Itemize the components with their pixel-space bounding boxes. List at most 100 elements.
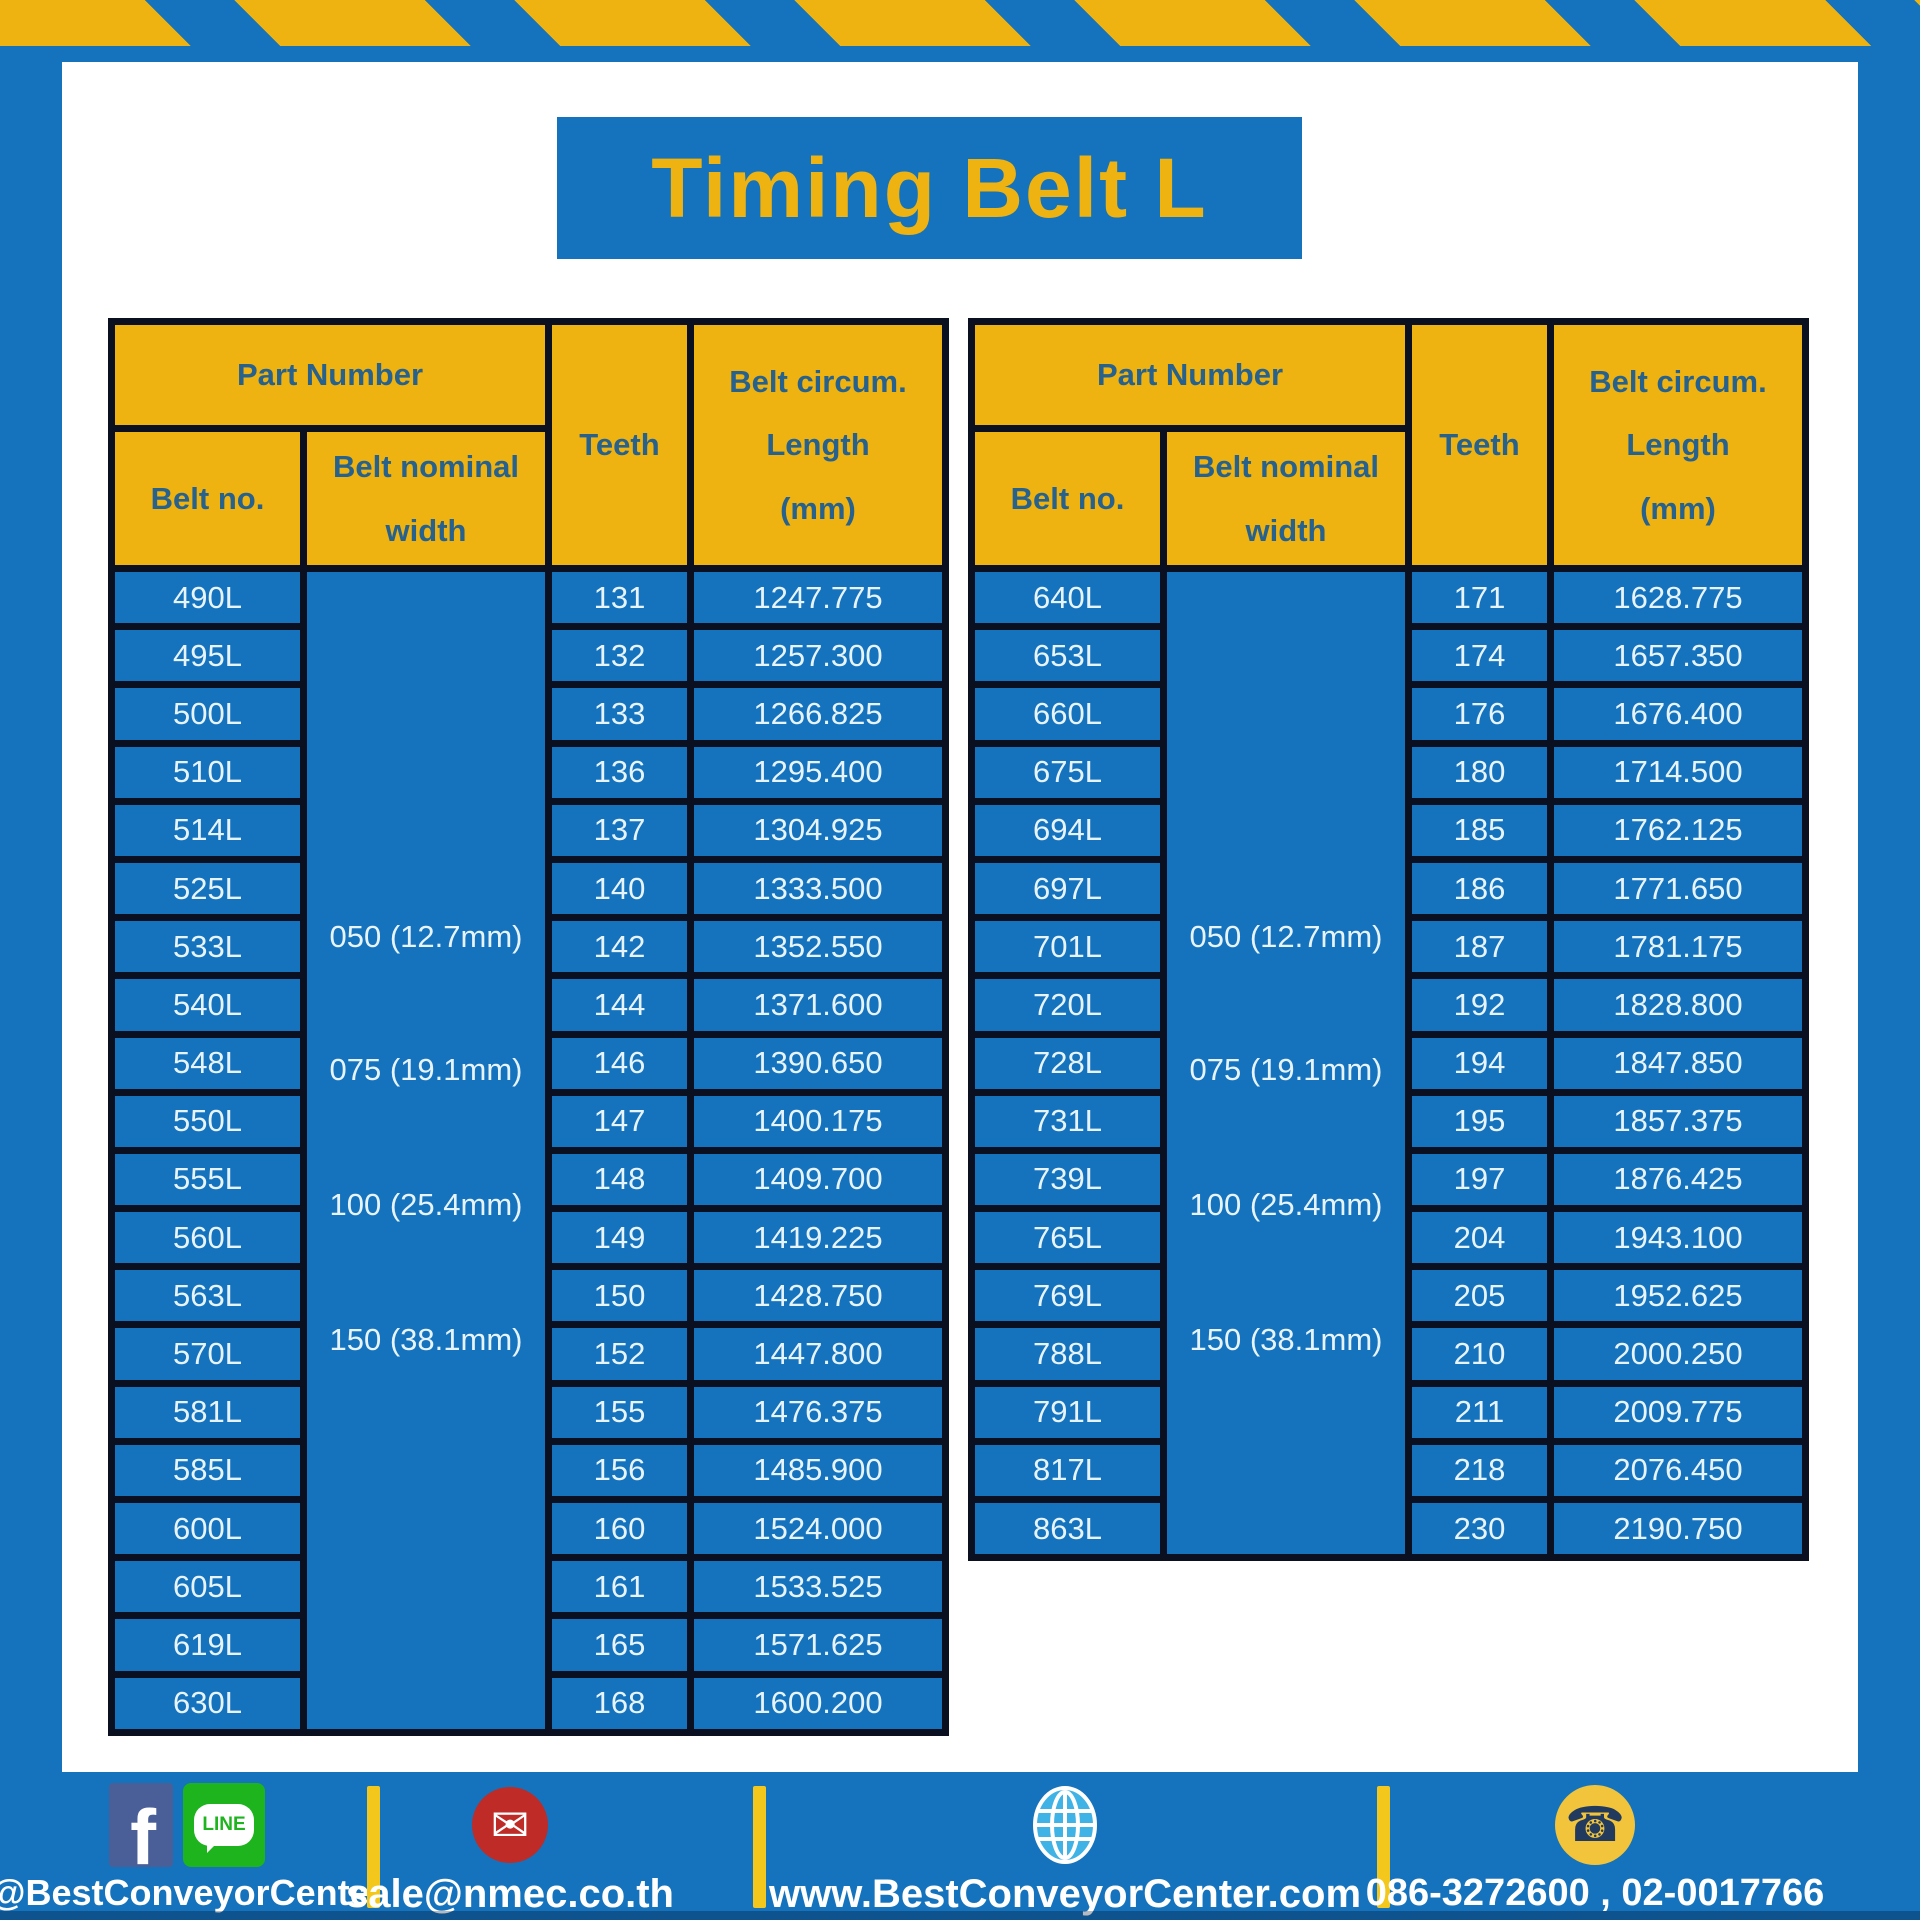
length-cell: 1600.200	[694, 1677, 942, 1729]
belt-no-header: Belt no.	[975, 432, 1160, 565]
email-icon[interactable]	[472, 1787, 548, 1863]
width-label: 050 (12.7mm)	[329, 919, 523, 954]
belt-no-cell: 653L	[975, 630, 1160, 682]
length-cell: 1247.775	[694, 572, 942, 624]
belt-no-cell: 581L	[115, 1386, 300, 1438]
length-cell: 1419.225	[694, 1212, 942, 1264]
belt-no-cell: 739L	[975, 1153, 1160, 1206]
length-cell: 1657.350	[1554, 630, 1802, 682]
belt-width-header: Belt nominal width	[307, 432, 545, 565]
width-label: 050 (12.7mm)	[1189, 919, 1383, 954]
width-label: 150 (38.1mm)	[329, 1322, 523, 1357]
teeth-cell: 195	[1412, 1095, 1547, 1147]
teeth-cell: 140	[552, 862, 687, 915]
email-group: sale@nmec.co.th	[330, 1782, 690, 1917]
length-cell: 1304.925	[694, 804, 942, 856]
belt-no-cell: 555L	[115, 1153, 300, 1206]
website-url[interactable]: www.BestConveyorCenter.com	[769, 1872, 1362, 1916]
length-cell: 1485.900	[694, 1444, 942, 1496]
social-handle[interactable]: @BestConveyorCenter	[0, 1872, 384, 1913]
length-cell: 1352.550	[694, 921, 942, 973]
teeth-cell: 160	[552, 1503, 687, 1555]
right-border	[1858, 62, 1920, 1772]
teeth-cell: 230	[1412, 1503, 1547, 1555]
teeth-cell: 136	[552, 746, 687, 798]
length-cell: 1447.800	[694, 1328, 942, 1380]
belt-no-cell: 550L	[115, 1095, 300, 1147]
title-banner: Timing Belt L	[557, 117, 1302, 259]
length-cell: 1628.775	[1554, 572, 1802, 624]
spec-table-right: Part Number Teeth Belt circum. Length (mm) Be…	[968, 318, 1809, 1562]
length-cell: 1428.750	[694, 1270, 942, 1322]
phone-group: 086-3272600 , 02-0017766	[1366, 1782, 1824, 1915]
belt-no-cell: 605L	[115, 1561, 300, 1613]
footer-bar: LINE @BestConveyorCenter sale@nmec.co.th	[0, 1772, 1920, 1920]
belt-no-cell: 817L	[975, 1444, 1160, 1496]
teeth-cell: 156	[552, 1444, 687, 1496]
teeth-cell: 210	[1412, 1328, 1547, 1380]
teeth-cell: 211	[1412, 1386, 1547, 1438]
line-icon[interactable]: LINE	[183, 1783, 265, 1867]
belt-no-cell: 514L	[115, 804, 300, 856]
length-cell: 1390.650	[694, 1037, 942, 1089]
length-cell: 2000.250	[1554, 1328, 1802, 1380]
teeth-cell: 180	[1412, 746, 1547, 798]
teeth-cell: 185	[1412, 804, 1547, 856]
belt-no-header: Belt no.	[115, 432, 300, 565]
teeth-cell: 194	[1412, 1037, 1547, 1089]
belt-no-cell: 728L	[975, 1037, 1160, 1089]
teeth-cell: 192	[1412, 979, 1547, 1031]
teeth-cell: 144	[552, 979, 687, 1031]
belt-no-cell: 788L	[975, 1328, 1160, 1380]
teeth-cell: 150	[552, 1270, 687, 1322]
width-label: 150 (38.1mm)	[1189, 1322, 1383, 1357]
footer-divider	[753, 1786, 766, 1908]
belt-no-cell: 640L	[975, 572, 1160, 624]
footer-divider	[1377, 1786, 1390, 1908]
teeth-cell: 171	[1412, 572, 1547, 624]
teeth-cell: 137	[552, 804, 687, 856]
belt-no-cell: 510L	[115, 746, 300, 798]
teeth-cell: 148	[552, 1153, 687, 1206]
length-cell: 1857.375	[1554, 1095, 1802, 1147]
belt-no-cell: 720L	[975, 979, 1160, 1031]
length-cell: 1524.000	[694, 1503, 942, 1555]
width-label: 100 (25.4mm)	[1189, 1187, 1383, 1222]
phone-icon[interactable]	[1555, 1785, 1635, 1865]
length-cell: 1333.500	[694, 862, 942, 915]
globe-icon[interactable]	[1032, 1785, 1098, 1865]
length-cell: 1781.175	[1554, 921, 1802, 973]
phone-numbers[interactable]: 086-3272600 , 02-0017766	[1365, 1872, 1825, 1914]
belt-no-cell: 791L	[975, 1386, 1160, 1438]
length-cell: 1400.175	[694, 1095, 942, 1147]
teeth-cell: 187	[1412, 921, 1547, 973]
belt-no-cell: 630L	[115, 1677, 300, 1729]
line-icon-label: LINE	[194, 1804, 254, 1846]
length-cell: 1295.400	[694, 746, 942, 798]
length-cell: 1876.425	[1554, 1153, 1802, 1206]
facebook-icon[interactable]	[109, 1783, 173, 1867]
teeth-cell: 132	[552, 630, 687, 682]
hazard-stripe-top-border	[0, 0, 1920, 62]
width-label: 075 (19.1mm)	[1189, 1052, 1383, 1087]
part-number-header: Part Number	[115, 325, 545, 425]
left-border	[0, 62, 62, 1772]
belt-no-cell: 660L	[975, 688, 1160, 740]
teeth-cell: 165	[552, 1619, 687, 1671]
teeth-cell: 147	[552, 1095, 687, 1147]
part-number-header: Part Number	[975, 325, 1405, 425]
email-address[interactable]: sale@nmec.co.th	[345, 1872, 674, 1916]
teeth-cell: 176	[1412, 688, 1547, 740]
belt-no-cell: 701L	[975, 921, 1160, 973]
length-cell: 1943.100	[1554, 1212, 1802, 1264]
teeth-cell: 142	[552, 921, 687, 973]
belt-no-cell: 619L	[115, 1619, 300, 1671]
teeth-header: Teeth	[552, 325, 687, 565]
teeth-cell: 204	[1412, 1212, 1547, 1264]
width-label: 100 (25.4mm)	[329, 1187, 523, 1222]
length-cell: 1828.800	[1554, 979, 1802, 1031]
length-cell: 2076.450	[1554, 1444, 1802, 1496]
page-title: Timing Belt L	[651, 140, 1208, 235]
belt-circum-header: Belt circum. Length (mm)	[694, 325, 942, 565]
